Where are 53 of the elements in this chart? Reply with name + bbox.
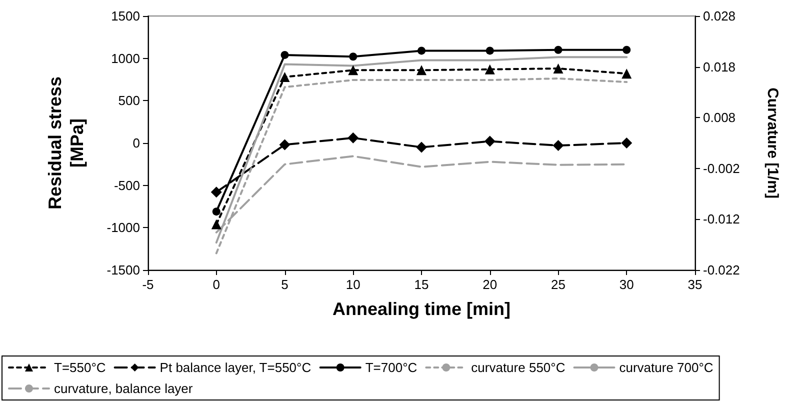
x-tick-label: 15 (414, 277, 429, 292)
y2-tick-label: 0.008 (703, 110, 736, 126)
point (486, 46, 494, 55)
x-tick-label: 25 (551, 277, 566, 292)
y-tick-label: 1500 (111, 8, 140, 24)
y2-tick-label: -0.002 (703, 160, 740, 176)
legend-label: T=550°C (54, 360, 106, 375)
point (621, 138, 632, 148)
point (280, 72, 290, 82)
x-tick-label: 5 (281, 277, 288, 292)
y2-tick-label: -0.012 (703, 212, 740, 227)
y2-axis-title: Curvature [1/m] (764, 88, 781, 198)
point (484, 64, 495, 74)
y2-tick-label: -0.022 (703, 262, 740, 278)
x-tick-label: 35 (688, 277, 702, 292)
point (553, 63, 564, 74)
y-tick-label: 500 (118, 93, 140, 108)
y-tick-label: -1000 (106, 220, 140, 236)
y-tick-label: 1000 (111, 50, 140, 66)
y2-tick-label: 0.028 (703, 8, 736, 24)
point (416, 65, 426, 76)
point (348, 132, 359, 144)
y-tick-label: -1500 (106, 262, 140, 278)
point (280, 50, 289, 59)
x-tick-label: 0 (212, 277, 220, 292)
x-tick-label: -5 (142, 277, 154, 292)
y-tick-label: -500 (114, 178, 140, 193)
point (416, 142, 427, 153)
legend-label: T=700°C (365, 360, 418, 375)
point (279, 139, 290, 150)
point (552, 140, 564, 152)
legend-label: curvature 550°C (471, 360, 566, 375)
point (484, 136, 496, 147)
y2-tick-label: 0.018 (703, 59, 736, 74)
x-tick-label: 20 (482, 277, 498, 292)
y-axis-title: Residual stress [MPa] (45, 76, 87, 210)
legend-label: curvature, balance layer (54, 381, 194, 396)
point (418, 46, 426, 55)
y-tick-label: 0 (132, 136, 140, 150)
point (210, 186, 222, 198)
x-tick-label: 30 (619, 277, 634, 292)
point (349, 52, 358, 61)
x-tick-label: 10 (346, 277, 360, 292)
point (622, 68, 632, 79)
legend-label: curvature 700°C (619, 360, 714, 375)
point (622, 46, 631, 54)
point (212, 208, 220, 216)
line-series (215, 77, 628, 254)
point (211, 219, 222, 230)
point (348, 65, 358, 76)
x-axis-title: Annealing time [min] (332, 299, 511, 319)
point (554, 46, 562, 54)
legend-label: Pt balance layer, T=550°C (160, 360, 312, 375)
